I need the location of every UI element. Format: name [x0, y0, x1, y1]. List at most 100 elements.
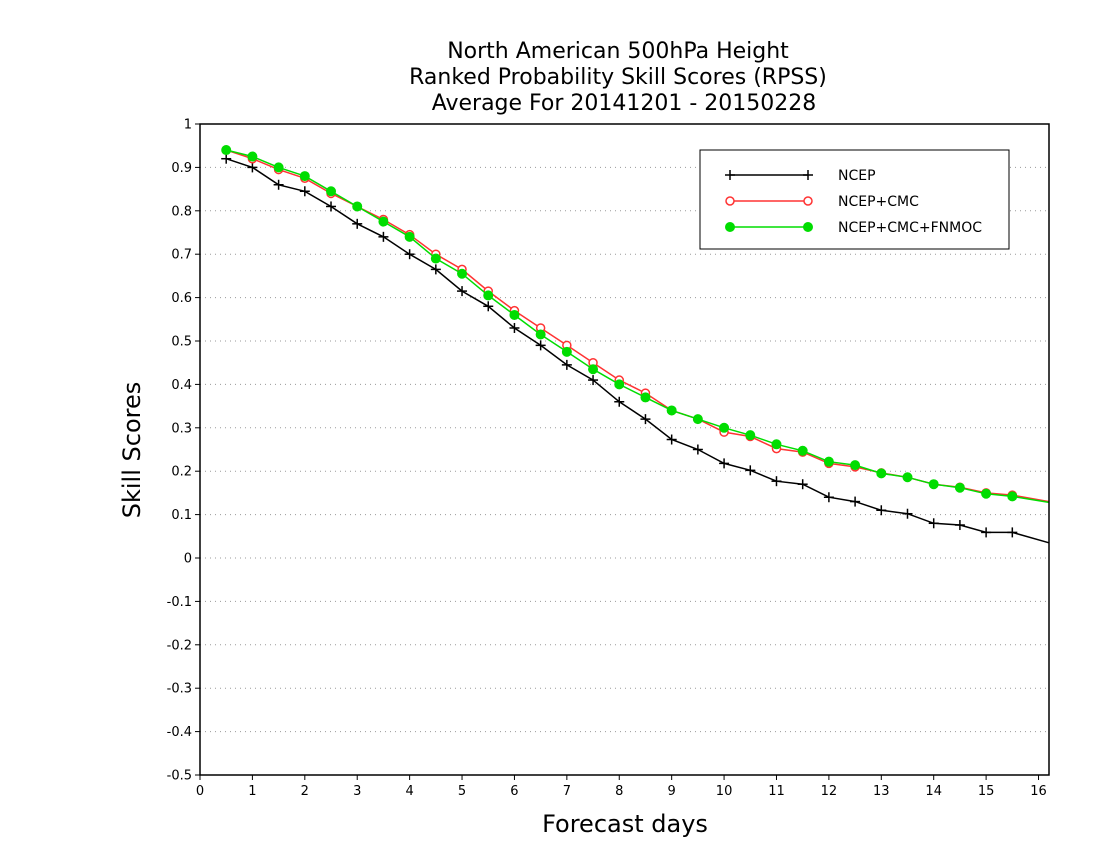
ncep-point — [692, 444, 703, 455]
plot-frame — [199, 123, 1050, 776]
ncep-point — [1007, 527, 1018, 538]
series-ncep-cmc-fnmoc — [221, 145, 1050, 504]
x-tick-label: 3 — [353, 784, 361, 799]
y-tick-label: -0.2 — [167, 638, 192, 653]
legend-label: NCEP — [838, 168, 876, 184]
y-tick-label: 0.1 — [171, 508, 192, 523]
ncep-point — [299, 186, 310, 197]
ncep-point — [745, 465, 756, 476]
chart-title-line-3: Average For 20141201 - 20150228 — [432, 91, 817, 116]
ncep-cmc-fnmoc-point — [299, 171, 310, 182]
y-tick-label: 0 — [184, 552, 192, 567]
ncep-point — [719, 458, 730, 469]
ncep-point — [378, 231, 389, 242]
legend-entry-ncep-cmc: NCEP+CMC — [725, 194, 919, 210]
series-ncep — [221, 153, 1050, 544]
legend-box — [699, 149, 1010, 250]
ncep-cmc-fnmoc-point — [1007, 491, 1018, 502]
ncep-cmc-fnmoc-point — [771, 439, 782, 450]
y-tick-label: 0.7 — [171, 248, 192, 263]
ncep-legend-marker — [725, 170, 735, 180]
ncep-point — [457, 286, 468, 297]
y-tick-label: 0.6 — [171, 291, 192, 306]
x-tick-label: 6 — [510, 784, 518, 799]
ncep-point — [326, 201, 337, 212]
ncep-cmc-fnmoc-point — [823, 456, 834, 467]
ncep-cmc-fnmoc-point — [509, 309, 520, 320]
legend-entry-ncep-cmc-fnmoc: NCEP+CMC+FNMOC — [725, 220, 982, 236]
legend-entries: NCEP NCEP+CMC NCEP+CMC+FNMOC — [725, 168, 982, 236]
ncep-cmc-fnmoc-point — [326, 186, 337, 197]
legend-entry-ncep: NCEP — [725, 168, 876, 184]
x-tick-label: 14 — [925, 784, 942, 799]
y-tick-label: -0.5 — [167, 769, 192, 784]
ncep-cmc-fnmoc-point — [404, 231, 415, 242]
ncep-cmc-fnmoc-point — [928, 479, 939, 490]
x-tick-label: 10 — [716, 784, 733, 799]
ncep-cmc-fnmoc-point — [876, 468, 887, 479]
ncep-cmc-legend-marker — [803, 196, 813, 206]
ncep-cmc-fnmoc-point — [719, 422, 730, 433]
ncep-point — [404, 249, 415, 260]
x-tick-label: 11 — [768, 784, 785, 799]
ncep-point — [797, 479, 808, 490]
y-tick-label: -0.1 — [167, 595, 192, 610]
ncep-cmc-legend-marker — [725, 196, 735, 206]
x-tick-label: 15 — [978, 784, 995, 799]
x-tick-label: 8 — [615, 784, 623, 799]
ncep-cmc-fnmoc-legend-marker — [725, 222, 735, 232]
ncep-point — [954, 520, 965, 531]
ncep-point — [876, 505, 887, 516]
ncep-cmc-fnmoc-point — [430, 253, 441, 264]
y-tick-label: -0.4 — [167, 725, 192, 740]
ncep-cmc-fnmoc-point — [745, 430, 756, 441]
ncep-cmc-fnmoc-point — [850, 460, 861, 471]
ncep-cmc-fnmoc-point — [273, 162, 284, 173]
x-tick-label: 7 — [563, 784, 571, 799]
ncep-cmc-fnmoc-point — [614, 379, 625, 390]
ncep-cmc-fnmoc-point — [902, 472, 913, 483]
y-tick-label: 0.5 — [171, 335, 192, 350]
chart-title-line-2: Ranked Probability Skill Scores (RPSS) — [409, 65, 827, 90]
ncep-cmc-fnmoc-point — [352, 201, 363, 212]
ncep-cmc-fnmoc-point — [692, 414, 703, 425]
y-tick-label: 0.2 — [171, 465, 192, 480]
y-tick-label: 0.9 — [171, 161, 192, 176]
x-tick-label: 5 — [458, 784, 466, 799]
ncep-point — [352, 218, 363, 229]
x-tick-label: 4 — [405, 784, 413, 799]
ncep-point — [509, 322, 520, 333]
x-tick-label: 9 — [668, 784, 676, 799]
ncep-cmc-fnmoc-point — [981, 488, 992, 499]
ncep-point — [430, 264, 441, 275]
legend-label: NCEP+CMC — [838, 194, 919, 210]
ncep-point — [561, 359, 572, 370]
ncep-point — [771, 476, 782, 487]
ncep-point — [614, 396, 625, 407]
x-tick-label: 1 — [248, 784, 256, 799]
data-series — [221, 145, 1050, 544]
x-axis-label: Forecast days — [542, 810, 708, 838]
ncep-cmc-fnmoc-point — [797, 445, 808, 456]
ncep-point — [588, 375, 599, 386]
ncep-point — [483, 301, 494, 312]
ncep-cmc-fnmoc-point — [247, 151, 258, 162]
ncep-point — [221, 153, 232, 164]
ncep-point — [666, 434, 677, 445]
ncep-point — [928, 518, 939, 529]
ncep-cmc-fnmoc-point — [561, 346, 572, 357]
ncep-cmc-fnmoc-legend-marker — [803, 222, 813, 232]
x-tick-label: 0 — [196, 784, 204, 799]
ncep-cmc-fnmoc-point — [954, 482, 965, 493]
x-tick-label: 2 — [301, 784, 309, 799]
ncep-point — [535, 340, 546, 351]
ncep-cmc-fnmoc-point — [457, 268, 468, 279]
ncep-legend-marker — [803, 170, 813, 180]
y-tick-label: 0.3 — [171, 421, 192, 436]
ncep-point — [247, 162, 258, 173]
axes: -0.5 -0.4 -0.3 -0.2 -0.1 0 0.1 0.2 0.3 0.4 0.5 0.6 0… — [167, 118, 1047, 800]
x-tick-label: 16 — [1030, 784, 1047, 799]
ncep-point — [640, 414, 651, 425]
